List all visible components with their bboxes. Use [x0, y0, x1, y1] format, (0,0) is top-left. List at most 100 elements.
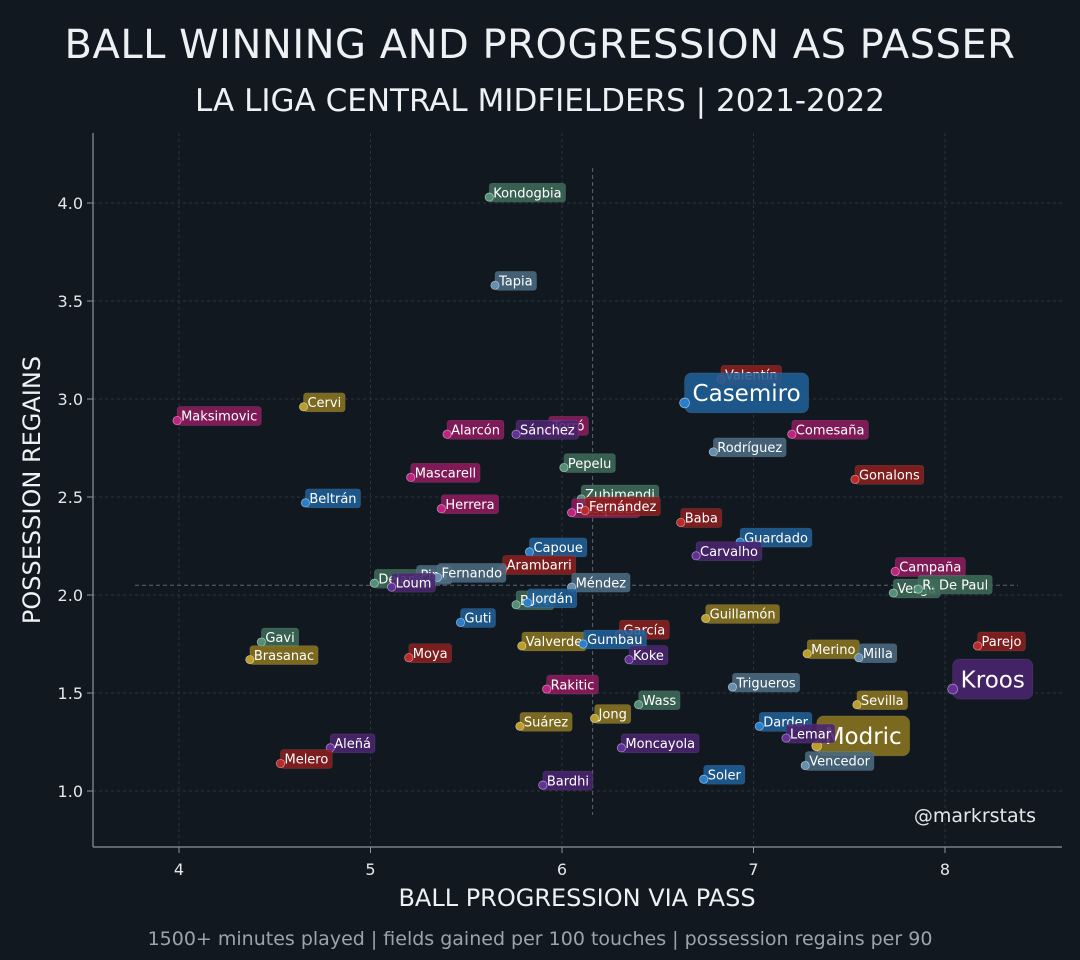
player-marker — [578, 639, 588, 649]
player-label: Campaña — [899, 561, 961, 576]
player-marker — [406, 472, 416, 482]
player-marker — [624, 655, 634, 665]
player-marker — [542, 684, 552, 694]
player-label: Merino — [811, 643, 855, 658]
player-point: Trigueros — [727, 672, 801, 693]
x-tick-label: 4 — [174, 860, 184, 879]
player-marker — [691, 551, 701, 561]
player-point: Moncayola — [616, 733, 700, 754]
player-label: Moncayola — [625, 737, 695, 752]
player-point: Jong — [589, 704, 632, 724]
player-point: Valverde — [517, 631, 587, 652]
player-label: Milla — [863, 647, 893, 662]
player-marker — [566, 508, 577, 518]
player-label: Gonalons — [859, 469, 920, 484]
x-tick-label: 5 — [365, 860, 375, 879]
player-label: Fernández — [589, 500, 657, 515]
player-point: Lemar — [781, 723, 836, 744]
player-point: Baba — [676, 508, 723, 528]
y-tick-label: 3.0 — [58, 390, 83, 409]
player-point: Melero — [275, 749, 333, 769]
player-label: Melero — [284, 753, 328, 768]
player-point: Kondogbia — [484, 182, 566, 203]
player-label: Capoue — [533, 541, 583, 556]
player-label: Alarcón — [451, 423, 500, 438]
player-point: Méndez — [566, 572, 631, 593]
player-marker — [245, 655, 255, 665]
player-point: Maksimovic — [172, 406, 262, 426]
player-label: Sánchez — [520, 423, 575, 438]
player-label: Guti — [465, 612, 492, 627]
player-label: Fernando — [442, 567, 503, 582]
credit-handle: @markrstats — [914, 805, 1036, 827]
player-marker — [442, 429, 452, 439]
player-marker — [727, 682, 738, 692]
player-point: Arambarri — [498, 555, 577, 575]
player-label: R. De Paul — [922, 578, 988, 593]
data-points: KondogbiaTapiaValentínCasemiroMaksimovic… — [172, 182, 1034, 791]
player-label: Mascarell — [415, 467, 476, 482]
player-label-bg — [952, 658, 1034, 700]
player-marker — [559, 462, 569, 473]
player-point: Comesaña — [787, 419, 869, 440]
footer-note: 1500+ minutes played | fields gained per… — [147, 928, 933, 950]
player-point: Herrera — [436, 494, 499, 515]
player-point: Sánchez — [511, 419, 580, 440]
player-marker — [781, 733, 791, 743]
player-label: Parejo — [982, 635, 1022, 650]
player-point: Wass — [633, 690, 681, 711]
player-point: Suárez — [515, 712, 573, 732]
player-label: Brasanac — [254, 649, 314, 664]
x-tick-label: 8 — [940, 860, 950, 879]
player-point: Brasanac — [245, 645, 319, 665]
player-point: Cervi — [298, 392, 346, 413]
player-marker — [888, 588, 898, 598]
player-point: Carvalho — [691, 541, 763, 562]
y-axis-label: POSSESSION REGAINS — [18, 356, 46, 624]
player-label: Sevilla — [861, 694, 904, 709]
player-marker — [515, 721, 525, 731]
player-label: Guillamón — [710, 608, 776, 623]
player-marker — [947, 683, 959, 695]
player-marker — [580, 506, 590, 516]
chart-subtitle: LA LIGA CENTRAL MIDFIELDERS | 2021-2022 — [195, 83, 885, 119]
player-label: Trigueros — [735, 676, 795, 691]
player-marker — [890, 566, 900, 577]
player-marker — [256, 637, 266, 647]
player-point: R. De Paul — [913, 574, 993, 595]
player-marker — [436, 504, 446, 514]
player-label: Jong — [598, 708, 627, 723]
player-point: Vencedor — [800, 751, 875, 771]
player-point: Mascarell — [406, 463, 481, 483]
player-marker — [455, 617, 466, 628]
player-point: Kroos — [947, 658, 1034, 700]
player-point: Gumbau — [578, 629, 647, 650]
player-marker — [787, 429, 797, 439]
player-marker — [369, 578, 379, 588]
player-point: Rakitic — [542, 674, 599, 695]
grid — [93, 133, 1062, 847]
player-marker — [511, 600, 521, 610]
x-tick-label: 6 — [557, 860, 567, 879]
player-label: Casemiro — [693, 381, 801, 407]
player-label: Beltrán — [309, 492, 356, 507]
player-point: Tapia — [490, 271, 537, 291]
player-label: Wass — [643, 694, 677, 709]
player-marker — [404, 653, 414, 663]
player-point: Fernández — [580, 496, 661, 517]
player-label: Cervi — [307, 396, 341, 411]
player-label: Tapia — [498, 275, 533, 290]
player-point: Jordán — [522, 588, 578, 609]
player-marker — [699, 774, 709, 784]
player-point: Merino — [802, 639, 860, 660]
player-label: Pepelu — [568, 457, 611, 472]
player-marker — [524, 547, 535, 557]
y-tick-label: 2.0 — [58, 586, 83, 605]
player-point: Rodríguez — [708, 437, 787, 458]
player-label: Arambarri — [507, 559, 572, 574]
player-label: Carvalho — [700, 545, 758, 560]
player-label: Bardhi — [547, 774, 589, 789]
player-marker — [616, 743, 626, 753]
player-marker — [802, 649, 812, 659]
player-point: Alarcón — [442, 419, 505, 440]
